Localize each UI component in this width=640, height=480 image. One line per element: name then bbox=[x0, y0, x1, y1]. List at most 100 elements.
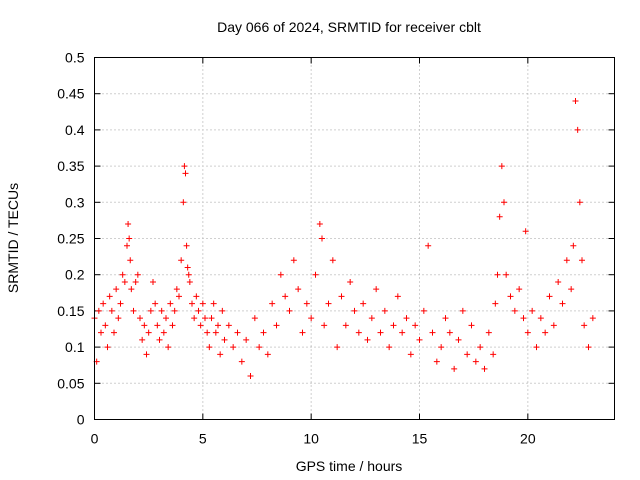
data-point bbox=[269, 300, 276, 307]
data-point bbox=[147, 307, 154, 314]
data-point bbox=[429, 329, 436, 336]
data-point bbox=[193, 293, 200, 300]
data-point bbox=[579, 257, 585, 264]
data-point bbox=[206, 344, 213, 351]
data-point bbox=[260, 329, 267, 336]
data-point bbox=[403, 315, 410, 322]
data-point bbox=[416, 336, 423, 343]
data-point bbox=[546, 293, 553, 300]
data-point bbox=[537, 315, 544, 322]
data-point bbox=[501, 199, 507, 206]
x-axis-title: GPS time / hours bbox=[296, 458, 403, 474]
data-point bbox=[496, 213, 503, 220]
data-point bbox=[459, 307, 466, 314]
data-point bbox=[412, 322, 419, 329]
data-point bbox=[377, 329, 384, 336]
data-point bbox=[256, 344, 263, 351]
data-point bbox=[511, 307, 518, 314]
data-point bbox=[273, 322, 280, 329]
data-point bbox=[111, 329, 117, 336]
data-point bbox=[494, 271, 501, 278]
data-point bbox=[230, 344, 237, 351]
data-point bbox=[139, 336, 146, 343]
data-point bbox=[282, 293, 289, 300]
data-point bbox=[150, 278, 156, 285]
data-point bbox=[347, 278, 354, 285]
y-axis-title: SRMTID / TECUs bbox=[5, 183, 21, 293]
data-point bbox=[132, 278, 139, 285]
data-point bbox=[141, 322, 148, 329]
data-point bbox=[303, 300, 310, 307]
data-point bbox=[145, 329, 152, 336]
data-point bbox=[183, 242, 190, 249]
data-point bbox=[219, 307, 226, 314]
data-point bbox=[446, 329, 453, 336]
data-point bbox=[364, 336, 371, 343]
data-point bbox=[197, 322, 204, 329]
data-point bbox=[160, 329, 167, 336]
data-point bbox=[468, 322, 475, 329]
data-point bbox=[574, 126, 581, 133]
data-point bbox=[533, 344, 540, 351]
data-point bbox=[522, 228, 529, 235]
data-point bbox=[247, 373, 254, 380]
data-point bbox=[321, 322, 328, 329]
data-point bbox=[169, 322, 176, 329]
data-point bbox=[329, 257, 336, 264]
data-point bbox=[128, 286, 135, 293]
data-point bbox=[154, 322, 161, 329]
data-point bbox=[498, 163, 505, 170]
data-point bbox=[134, 271, 141, 278]
data-point bbox=[334, 344, 341, 351]
data-point bbox=[117, 300, 124, 307]
data-point bbox=[165, 344, 172, 351]
data-point bbox=[542, 329, 549, 336]
data-point bbox=[178, 257, 185, 264]
data-point bbox=[455, 336, 462, 343]
y-tick-label: 0.35 bbox=[57, 158, 84, 174]
data-point bbox=[286, 307, 293, 314]
data-point bbox=[503, 271, 510, 278]
data-point bbox=[295, 286, 302, 293]
data-point bbox=[368, 315, 375, 322]
data-point bbox=[115, 315, 122, 322]
data-point bbox=[176, 293, 182, 300]
data-point bbox=[191, 315, 198, 322]
data-point bbox=[559, 300, 566, 307]
data-point bbox=[243, 336, 250, 343]
data-point bbox=[555, 278, 562, 285]
data-point bbox=[100, 300, 107, 307]
data-point bbox=[433, 358, 440, 365]
data-point bbox=[167, 300, 174, 307]
data-point bbox=[106, 293, 113, 300]
data-point bbox=[173, 286, 180, 293]
data-point bbox=[290, 257, 297, 264]
data-point bbox=[186, 278, 193, 285]
data-point bbox=[572, 97, 579, 104]
data-point bbox=[217, 351, 224, 358]
data-point bbox=[238, 358, 245, 365]
data-point bbox=[355, 329, 362, 336]
y-tick-label: 0.25 bbox=[57, 231, 84, 247]
data-point bbox=[104, 344, 111, 351]
data-point bbox=[390, 322, 397, 329]
y-tick-label: 0.5 bbox=[65, 50, 85, 66]
data-point bbox=[316, 221, 323, 228]
data-point bbox=[319, 235, 325, 242]
y-tick-label: 0.1 bbox=[65, 339, 85, 355]
data-point bbox=[420, 307, 427, 314]
data-point bbox=[189, 300, 195, 307]
data-point bbox=[125, 221, 132, 228]
data-point bbox=[152, 300, 159, 307]
y-tick-label: 0.4 bbox=[65, 122, 85, 138]
data-point bbox=[442, 315, 449, 322]
data-point bbox=[251, 315, 258, 322]
data-point bbox=[464, 351, 471, 358]
data-point bbox=[124, 242, 130, 249]
chart-title: Day 066 of 2024, SRMTID for receiver cbl… bbox=[217, 19, 481, 35]
data-point bbox=[373, 286, 380, 293]
data-point bbox=[485, 329, 492, 336]
data-point bbox=[158, 307, 165, 314]
data-point bbox=[338, 293, 345, 300]
x-tick-label: 20 bbox=[520, 431, 536, 447]
